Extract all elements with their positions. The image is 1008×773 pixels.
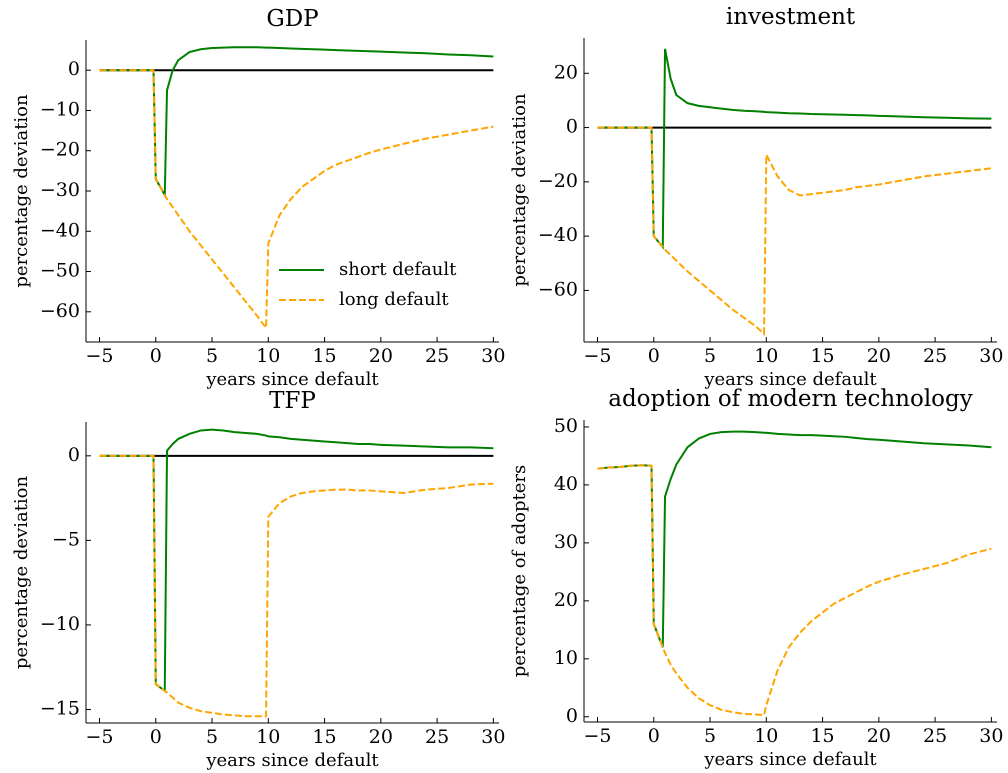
x-tick-label: 20: [867, 725, 891, 747]
y-axis-label: percentage deviation: [509, 93, 530, 287]
x-tick-label: 25: [923, 725, 947, 747]
y-tick-label: −20: [40, 139, 80, 161]
x-tick-label: 5: [206, 726, 218, 748]
y-tick-label: −40: [40, 219, 80, 241]
x-axis-label: years since default: [205, 750, 379, 771]
x-tick-label: 15: [312, 726, 336, 748]
y-tick-label: −50: [40, 260, 80, 282]
y-tick-label: −60: [538, 278, 578, 300]
y-tick-label: 0: [68, 58, 80, 80]
y-tick-label: −30: [40, 179, 80, 201]
x-tick-label: 30: [979, 725, 1003, 747]
x-tick-label: −5: [583, 725, 611, 747]
x-tick-label: 5: [704, 345, 716, 367]
y-tick-label: −10: [40, 98, 80, 120]
subplot-title: investment: [726, 4, 856, 30]
y-tick-label: 20: [554, 589, 578, 611]
y-tick-label: 0: [566, 705, 578, 727]
subplot-title: TFP: [269, 388, 316, 414]
x-tick-label: 0: [150, 726, 162, 748]
legend-label: short default: [339, 259, 457, 280]
x-tick-label: 30: [481, 726, 505, 748]
y-tick-label: −20: [538, 170, 578, 192]
y-tick-label: −10: [40, 613, 80, 635]
x-tick-label: −5: [85, 726, 113, 748]
series-line: [99, 454, 494, 718]
series-line: [597, 126, 992, 337]
legend-label: long default: [339, 289, 449, 310]
x-tick-label: 20: [369, 345, 393, 367]
x-tick-label: 0: [648, 725, 660, 747]
x-tick-label: −5: [583, 345, 611, 367]
x-tick-label: 15: [312, 345, 336, 367]
x-tick-label: 0: [150, 345, 162, 367]
series-line: [597, 430, 992, 648]
y-tick-label: −40: [538, 224, 578, 246]
y-tick-label: 0: [68, 444, 80, 466]
y-tick-label: 20: [554, 61, 578, 83]
x-tick-label: 0: [648, 345, 660, 367]
y-tick-label: 50: [554, 415, 578, 437]
x-tick-label: 15: [810, 345, 834, 367]
x-tick-label: 10: [754, 725, 778, 747]
y-axis-label: percentage deviation: [11, 475, 32, 669]
series-line: [597, 464, 992, 717]
x-tick-label: −5: [85, 345, 113, 367]
x-tick-label: 30: [979, 345, 1003, 367]
y-tick-label: −15: [40, 697, 80, 719]
y-tick-label: 30: [554, 531, 578, 553]
y-tick-label: −60: [40, 300, 80, 322]
x-tick-label: 25: [425, 345, 449, 367]
x-tick-label: 10: [256, 726, 280, 748]
x-tick-label: 25: [923, 345, 947, 367]
y-tick-label: −5: [52, 528, 80, 550]
series-line: [99, 69, 494, 331]
x-tick-label: 15: [810, 725, 834, 747]
x-axis-label: years since default: [703, 749, 877, 770]
x-axis-label: years since default: [205, 369, 379, 390]
subplot-title: adoption of modern technology: [608, 386, 973, 412]
x-axis-label: years since default: [703, 369, 877, 390]
y-tick-label: 0: [566, 116, 578, 138]
x-tick-label: 10: [754, 345, 778, 367]
y-tick-label: 40: [554, 473, 578, 495]
y-axis-label: percentage of adopters: [509, 465, 530, 678]
x-tick-label: 20: [867, 345, 891, 367]
y-axis-label: percentage deviation: [11, 94, 32, 288]
x-tick-label: 5: [704, 725, 716, 747]
y-tick-label: 10: [554, 647, 578, 669]
subplot-title: GDP: [266, 6, 318, 32]
x-tick-label: 10: [256, 345, 280, 367]
series-line: [99, 428, 494, 693]
x-tick-label: 5: [206, 345, 218, 367]
x-tick-label: 25: [425, 726, 449, 748]
x-tick-label: 20: [369, 726, 393, 748]
series-line: [597, 48, 992, 250]
x-tick-label: 30: [481, 345, 505, 367]
